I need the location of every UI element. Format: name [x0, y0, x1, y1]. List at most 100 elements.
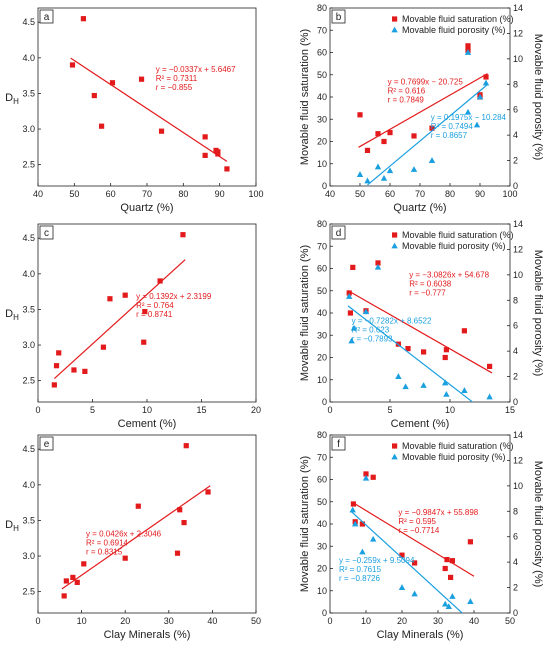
y2-tick-label: 0 — [513, 181, 518, 191]
data-point-triangle — [464, 49, 472, 55]
x-tick-label: 100 — [248, 189, 263, 199]
x-tick-label: 70 — [415, 189, 425, 199]
plot-frame — [37, 434, 257, 614]
data-point-triangle — [486, 393, 493, 400]
y-tick-label: 80 — [317, 430, 327, 440]
fit-equation: R² = 0.7615 — [339, 565, 382, 574]
plot-area — [346, 260, 493, 402]
x-tick-label: 0 — [35, 405, 40, 415]
fit-equation: R² = 0.6914 — [86, 538, 129, 547]
legend-marker-square — [392, 443, 398, 449]
data-point-square — [70, 574, 76, 580]
data-point-triangle — [442, 600, 449, 607]
y-tick-label: 50 — [317, 70, 327, 80]
plot-area — [356, 43, 490, 186]
data-point-square — [442, 354, 448, 361]
y-tick-label: 40 — [317, 308, 327, 318]
y-tick-label: 20 — [317, 137, 327, 147]
panel-a: 40 50 60 70 80 90 100 2.5 3.0 3.5 4.0 4.5 a Quartz (%… — [5, 7, 264, 214]
x-tick-label: 50 — [505, 616, 515, 626]
data-point-square — [381, 138, 387, 145]
x-axis-label: Clay Minerals (%) — [104, 629, 191, 641]
fit-equation: R² = 0.595 — [398, 517, 436, 526]
data-point-triangle — [350, 324, 358, 331]
y2-tick-label: 2 — [513, 156, 518, 166]
data-point-square — [100, 344, 106, 350]
data-point-triangle — [370, 535, 377, 542]
data-point-triangle — [402, 383, 409, 390]
x-tick-label: 0 — [35, 616, 40, 626]
y-tick-label: 3.0 — [22, 551, 35, 561]
x-tick-label: 20 — [120, 616, 130, 626]
data-point-triangle — [346, 293, 353, 299]
data-point-square — [465, 43, 471, 49]
y2-tick-label: 14 — [513, 3, 523, 13]
x-tick-label: 70 — [142, 189, 152, 199]
plot-area — [69, 16, 230, 172]
data-point-triangle — [374, 163, 382, 170]
y-axis-label: Movable fluid saturation (%) — [299, 245, 311, 381]
data-point-square — [444, 557, 450, 563]
fit-line — [61, 485, 211, 590]
data-point-square — [158, 128, 165, 134]
fit-equation: R² = 0.616 — [388, 87, 426, 96]
y-tick-label: 3.0 — [22, 124, 35, 134]
data-point-square — [350, 264, 356, 270]
fit-equation: r = −0.8726 — [339, 574, 380, 583]
plot-area — [61, 443, 211, 599]
x-tick-label: 10 — [445, 405, 455, 415]
y2-tick-label: 4 — [513, 557, 518, 567]
y-tick-label: 2.5 — [22, 376, 35, 386]
fit-line — [70, 57, 228, 162]
data-point-triangle — [362, 308, 370, 315]
x-tick-label: 40 — [469, 616, 479, 626]
data-point-square — [107, 296, 113, 302]
fit-equation: y = 0.7699x − 20.725 — [388, 78, 464, 87]
y2-tick-label: 4 — [513, 346, 518, 356]
data-point-square — [442, 565, 448, 572]
y-axis-label-sub: H — [13, 524, 19, 533]
data-point-triangle — [482, 79, 490, 86]
y-tick-label: 4.0 — [22, 269, 35, 279]
data-point-square — [135, 503, 141, 509]
panel-e: 0 10 20 30 40 50 2.5 3.0 3.5 4.0 4.5 e Clay Minerals… — [5, 434, 261, 641]
y-axis-label-main: D — [5, 519, 13, 531]
panel-label-box — [39, 9, 54, 24]
data-point-triangle — [442, 379, 449, 386]
panel-label: a — [44, 12, 50, 23]
legend-marker-square — [392, 232, 398, 238]
y2-axis-label: Movable fluid porosity (%) — [532, 250, 544, 377]
y2-tick-label: 8 — [513, 79, 518, 89]
data-point-square — [138, 76, 145, 82]
data-point-square — [51, 382, 57, 388]
y-axis-label: DH — [5, 308, 19, 322]
y-tick-label: 80 — [317, 219, 327, 229]
y2-tick-label: 2 — [513, 583, 518, 593]
data-point-square — [122, 292, 128, 298]
y2-axis-label: Movable fluid porosity (%) — [532, 34, 544, 161]
y-tick-label: 0 — [322, 608, 327, 618]
legend-marker-triangle — [391, 26, 398, 33]
y-tick-label: 4.5 — [22, 233, 35, 243]
data-point-triangle — [428, 157, 436, 163]
data-point-triangle — [359, 548, 366, 555]
data-point-triangle — [467, 598, 474, 604]
data-point-square — [429, 125, 435, 131]
y-tick-label: 2.5 — [22, 160, 35, 170]
y2-tick-label: 6 — [513, 321, 518, 331]
legend-label: Movable fluid porosity (%) — [402, 241, 506, 251]
fit-equation: y = 0.0426x + 2.3046 — [86, 529, 162, 538]
y-tick-label: 60 — [317, 475, 327, 485]
y-tick-label: 30 — [317, 541, 327, 551]
data-point-triangle — [352, 520, 359, 527]
data-point-square — [122, 555, 128, 561]
x-axis-label: Cement (%) — [118, 418, 177, 430]
data-point-square — [449, 558, 455, 564]
data-point-square — [109, 80, 116, 86]
data-point-square — [399, 552, 405, 558]
legend-marker-square — [392, 16, 398, 22]
y2-tick-label: 12 — [513, 28, 523, 38]
data-point-triangle — [356, 171, 364, 177]
panel-f: 0 10 20 30 40 500102030405060708002468101214f… — [299, 430, 544, 641]
